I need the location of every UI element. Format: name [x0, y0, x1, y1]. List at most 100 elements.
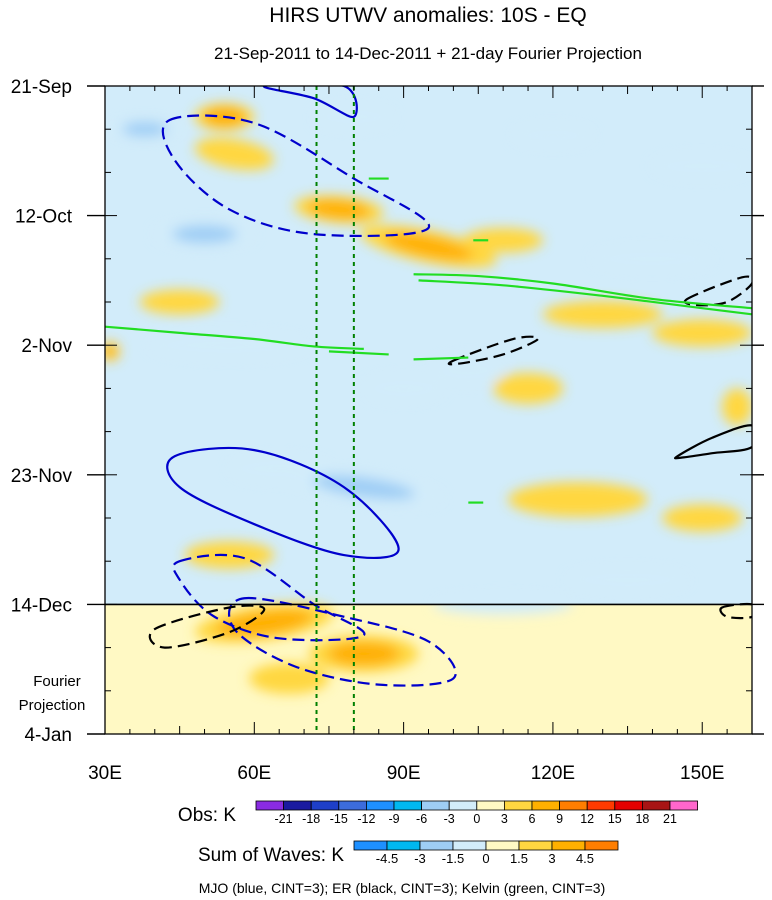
mjo-contour-3: [172, 553, 366, 642]
anomaly-level: [662, 504, 743, 532]
y-tick-label: 12-Oct: [15, 207, 73, 228]
x-tick-label: 90E: [387, 763, 421, 784]
x-tick-label: 60E: [237, 763, 271, 784]
anomaly-level: [433, 355, 504, 385]
obs-legend-title: Obs: K: [178, 805, 236, 826]
reference-longitude-lines: [315, 86, 355, 734]
y-tick-label: 2-Nov: [21, 336, 72, 357]
anomaly-feature-12: [722, 388, 752, 426]
anomaly-feature-28: [567, 567, 688, 593]
obs-legend-swatch: [393, 800, 423, 811]
y-tick-label: 4-Jan: [24, 725, 72, 746]
obs-legend-swatch: [669, 800, 699, 811]
anomaly-feature-11: [662, 504, 743, 532]
obs-legend-label: -6: [416, 812, 427, 826]
waves-legend-label: 0: [482, 851, 489, 866]
waves-legend: Sum of Waves: K -4.5 -3 -1.5 0 1.5 3 4.5: [198, 840, 619, 866]
waves-legend-label: -4.5: [376, 851, 398, 866]
anomaly-level: [384, 232, 473, 261]
anomaly-feature-13: [184, 541, 275, 569]
anomaly-feature-8: [105, 341, 120, 362]
obs-legend-label: -9: [388, 812, 399, 826]
anomaly-feature-23: [363, 374, 444, 402]
anomaly-feature-24: [433, 355, 504, 385]
obs-legend-swatch: [365, 800, 395, 811]
anomaly-level: [122, 121, 168, 137]
anomaly-level: [567, 567, 688, 593]
anomaly-feature-27: [592, 246, 713, 272]
anomaly-feature-5: [542, 300, 663, 328]
anomaly-level: [328, 641, 400, 666]
obs-legend-swatch: [283, 800, 312, 811]
anomaly-feature-15: [309, 635, 419, 673]
anomaly-feature-26: [229, 455, 329, 483]
anomaly-level: [542, 300, 663, 328]
obs-legend-label: -15: [330, 812, 348, 826]
projection-label-fourier: Fourier: [33, 673, 81, 690]
anomaly-feature-1: [195, 137, 274, 171]
obs-legend-label: -12: [357, 812, 375, 826]
anomaly-level: [652, 319, 752, 347]
er-contour-5: [148, 604, 266, 649]
obs-legend-swatch: [614, 800, 643, 811]
anomaly-feature-4: [463, 227, 543, 253]
anomaly-level: [312, 475, 416, 500]
waves-legend-swatch: [518, 840, 553, 851]
waves-legend-label: 3: [548, 851, 555, 866]
x-tick-label: 150E: [680, 763, 724, 784]
x-tick-label: 120E: [531, 763, 575, 784]
obs-legend-label: 21: [663, 812, 677, 826]
anomaly-feature-6: [652, 319, 752, 347]
obs-legend-swatch: [531, 800, 561, 811]
chart-subtitle: 21-Sep-2011 to 14-Dec-2011 + 21-day Four…: [214, 44, 642, 63]
anomaly-feature-25: [284, 468, 443, 506]
waves-legend-swatch: [584, 840, 619, 851]
obs-legend: Obs: K -21 -18 -15 -12 -9 -6 -3 0 3 6 9 12 15 18 21: [178, 800, 699, 826]
obs-legend-swatch: [338, 800, 367, 811]
anomaly-level: [493, 372, 563, 404]
obs-legend-label: 0: [473, 812, 480, 826]
obs-legend-label: -21: [275, 812, 293, 826]
mjo-contour-4: [227, 596, 457, 687]
obs-legend-label: 18: [635, 812, 649, 826]
anomaly-level: [172, 225, 237, 243]
anomaly-level: [149, 331, 310, 359]
kelvin-contour-14: [418, 279, 752, 316]
obs-legend-swatch: [559, 800, 588, 811]
waves-legend-swatch: [386, 840, 421, 851]
waves-legend-swatch: [485, 840, 520, 851]
obs-legend-swatch: [476, 800, 505, 811]
plot-area: [105, 86, 752, 734]
obs-legend-label: 15: [608, 812, 622, 826]
y-tick-label: 14-Dec: [11, 595, 72, 616]
anomaly-level: [592, 246, 713, 272]
anomaly-level: [184, 541, 275, 569]
obs-legend-swatch: [503, 800, 533, 811]
obs-legend-swatch: [421, 800, 450, 811]
waves-legend-swatch: [419, 840, 454, 851]
obs-legend-swatch: [310, 800, 340, 811]
kelvin-contour-10: [105, 325, 364, 351]
wave-key-footer: MJO (blue, CINT=3); ER (black, CINT=3); …: [199, 880, 606, 896]
anomaly-level: [652, 153, 752, 179]
waves-legend-label: 4.5: [576, 851, 594, 866]
er-contour-7: [683, 275, 752, 307]
anomaly-level: [722, 388, 752, 426]
x-axis: 30E 60E 90E 120E 150E: [88, 86, 753, 784]
waves-legend-title: Sum of Waves: K: [198, 845, 344, 866]
anomaly-level: [139, 289, 220, 315]
anomaly-feature-21: [154, 220, 255, 248]
waves-legend-swatch: [353, 840, 388, 851]
anomaly-field: [105, 103, 752, 694]
obs-legend-swatch: [586, 800, 616, 811]
kelvin-contour-11: [328, 350, 389, 356]
waves-legend-label: -1.5: [442, 851, 464, 866]
anomaly-level: [508, 482, 648, 517]
waves-legend-swatch: [551, 840, 586, 851]
kelvin-contour-13: [413, 273, 752, 310]
obs-legend-label: -3: [444, 812, 455, 826]
anomaly-feature-7: [139, 289, 220, 315]
mjo-contour-1: [161, 114, 431, 238]
anomaly-feature-9: [493, 372, 563, 404]
anomaly-level: [363, 374, 444, 402]
